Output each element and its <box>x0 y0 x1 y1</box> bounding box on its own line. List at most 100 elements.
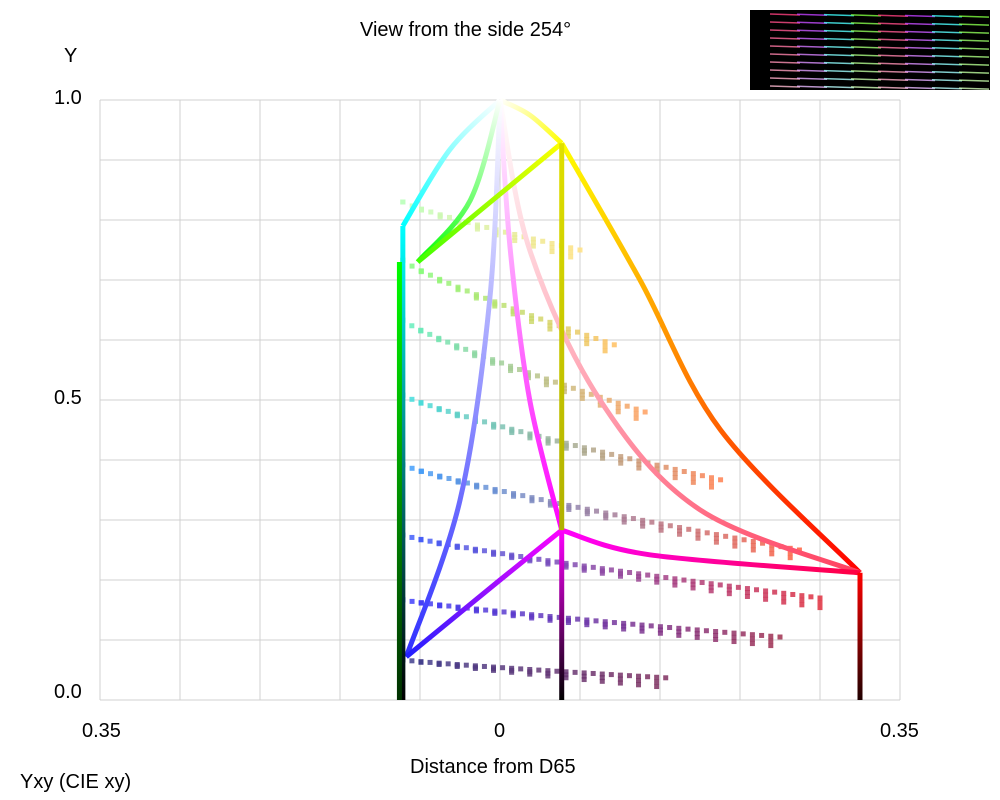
thumbnail-streak <box>958 87 990 90</box>
scatter-point <box>768 643 774 649</box>
scatter-point <box>500 551 506 557</box>
thumbnail-streak <box>931 79 963 82</box>
scatter-point <box>481 548 487 554</box>
scatter-point <box>409 396 415 402</box>
scatter-point <box>572 562 578 568</box>
scatter-point <box>561 382 567 388</box>
scatter-point <box>648 623 654 629</box>
slice-2 <box>400 532 823 611</box>
scatter-point <box>769 546 775 552</box>
scatter-point <box>577 247 583 253</box>
scatter-point <box>519 611 525 617</box>
scatter-point <box>554 668 560 674</box>
scatter-point <box>445 661 451 667</box>
scatter-point <box>545 668 551 674</box>
scatter-point <box>483 295 489 301</box>
thumbnail-streak <box>769 77 801 80</box>
scatter-point <box>509 669 515 675</box>
scatter-point <box>536 667 542 673</box>
scatter-point <box>708 588 714 594</box>
scatter-point <box>501 609 507 615</box>
scatter-point <box>602 343 608 349</box>
scatter-point <box>436 661 442 667</box>
scatter-point <box>615 409 621 415</box>
scatter-point <box>617 676 623 682</box>
scatter-point <box>427 272 433 278</box>
thumbnail-streak <box>823 45 855 49</box>
thumbnail-streak <box>877 70 909 73</box>
scatter-point <box>483 484 489 490</box>
scatter-point <box>640 517 646 523</box>
scatter-point <box>713 636 719 642</box>
scatter-point <box>790 591 796 597</box>
scatter-point <box>663 464 669 470</box>
scatter-point <box>681 469 687 475</box>
scatter-point <box>617 672 623 678</box>
slice-6 <box>400 257 617 354</box>
thumbnail-streak <box>904 14 936 18</box>
scatter-point <box>636 576 642 582</box>
thumbnail-streak <box>769 69 801 72</box>
scatter-point <box>563 669 569 675</box>
scatter-point <box>769 551 775 557</box>
scatter-point <box>536 556 542 562</box>
thumbnail-streak <box>904 38 936 42</box>
scatter-point <box>545 673 551 679</box>
scatter-point <box>726 583 732 589</box>
scatter-point <box>615 400 621 406</box>
scatter-point <box>732 535 738 541</box>
scatter-point <box>768 638 774 644</box>
scatter-point <box>474 226 480 232</box>
scatter-point <box>502 229 508 235</box>
scatter-point <box>618 457 624 463</box>
scatter-point <box>579 388 585 394</box>
scatter-point <box>529 313 535 319</box>
scatter-point <box>681 577 687 583</box>
scatter-point <box>599 671 605 677</box>
gamut-edge-magenta-blue <box>404 528 564 659</box>
scatter-point <box>645 572 651 578</box>
scatter-point <box>590 447 596 453</box>
scatter-point <box>565 333 571 339</box>
scatter-point <box>490 667 496 673</box>
scatter-point <box>473 295 479 301</box>
scatter-point <box>527 558 533 564</box>
scatter-point <box>581 448 587 454</box>
scatter-point <box>657 624 663 630</box>
scatter-point <box>672 466 678 472</box>
scatter-point <box>663 675 669 681</box>
scatter-point <box>654 466 660 472</box>
scatter-point <box>409 323 415 329</box>
overview-thumbnail[interactable] <box>750 10 990 90</box>
scatter-point <box>464 288 470 294</box>
scatter-point <box>409 658 415 664</box>
thumbnail-streak <box>931 31 963 34</box>
scatter-point <box>418 600 424 606</box>
scatter-point <box>611 620 617 626</box>
thumbnail-streak <box>904 70 936 74</box>
scatter-point <box>781 590 787 596</box>
scatter-point <box>654 579 660 585</box>
scatter-point <box>749 641 755 647</box>
thumbnail-streak <box>796 45 828 49</box>
thumbnail-streak <box>823 69 855 73</box>
thumbnail-streak <box>958 79 990 82</box>
color-space-label: Yxy (CIE xy) <box>20 771 132 793</box>
scatter-point <box>545 670 551 676</box>
scatter-point <box>603 515 609 521</box>
scatter-point <box>455 479 461 485</box>
thumbnail-streak <box>796 29 828 33</box>
x-tick-label: 0.35 <box>82 720 121 742</box>
scatter-point <box>602 624 608 630</box>
scatter-point <box>445 339 451 345</box>
scatter-point <box>563 672 569 678</box>
thumbnail-streak <box>877 78 909 81</box>
scatter-point <box>501 302 507 308</box>
scatter-point <box>817 605 823 611</box>
scatter-point <box>472 548 478 554</box>
scatter-point <box>658 521 664 527</box>
gamut-edge-white-blue <box>403 99 503 658</box>
scatter-point <box>630 516 636 522</box>
scatter-point <box>584 332 590 338</box>
scatter-point <box>639 622 645 628</box>
